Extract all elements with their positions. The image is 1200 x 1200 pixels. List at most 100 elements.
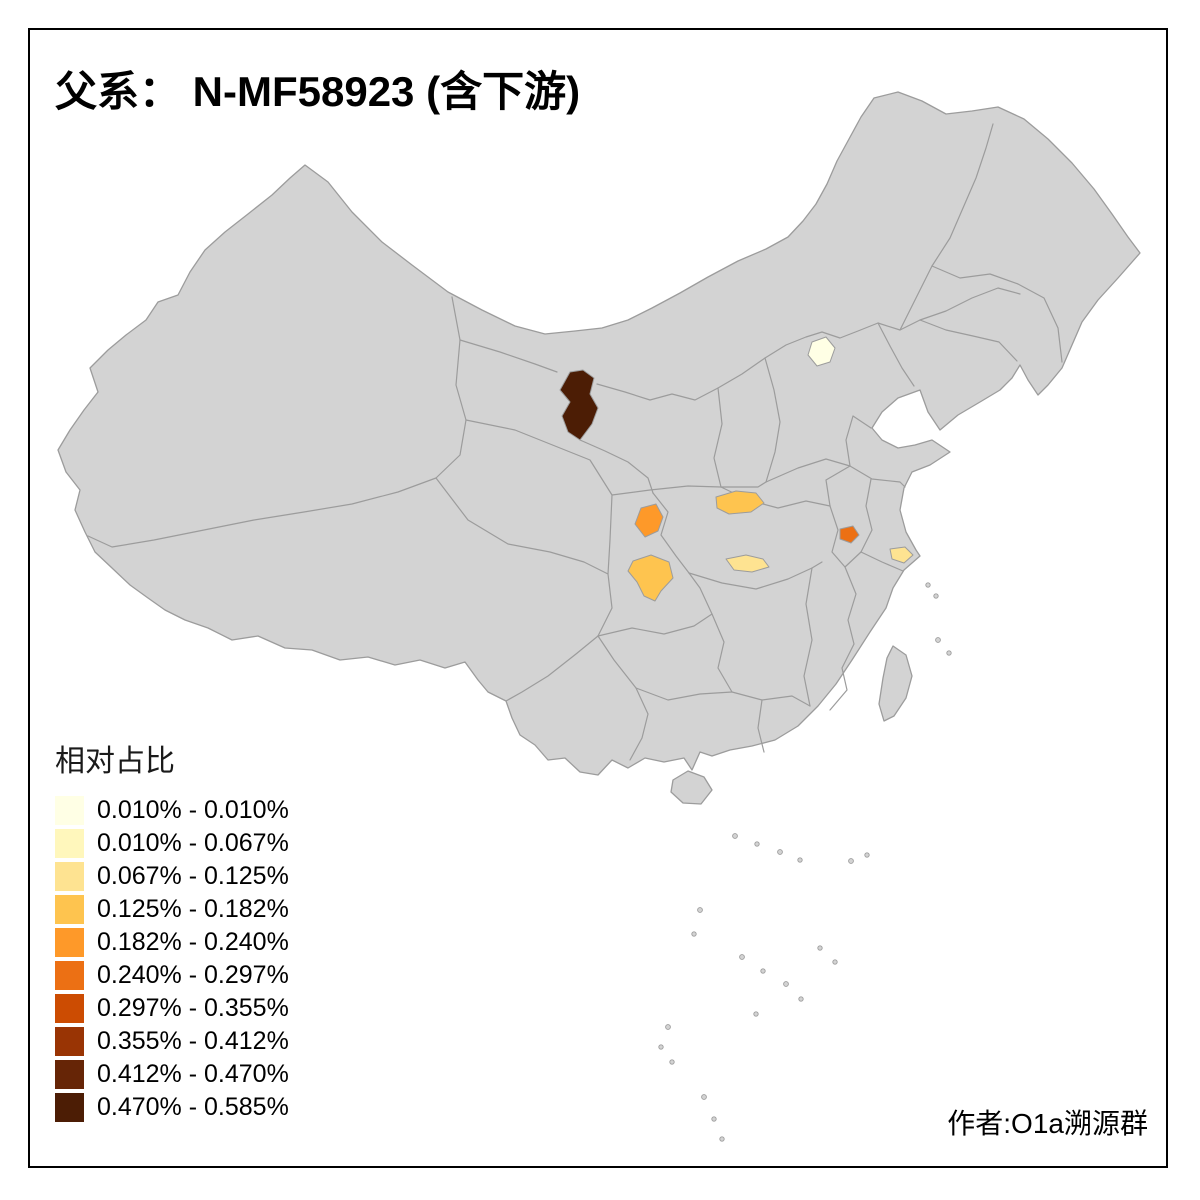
legend-swatch	[55, 1027, 84, 1056]
islet	[739, 954, 745, 960]
highlighted-regions	[559, 336, 914, 602]
province-border	[87, 296, 467, 548]
legend-item: 0.182% - 0.240%	[55, 928, 289, 957]
legend-item: 0.240% - 0.297%	[55, 961, 289, 990]
page-title: 父系： N-MF58923 (含下游)	[55, 68, 581, 115]
legend: 相对占比 0.010% - 0.010% 0.010% - 0.067% 0.0…	[55, 736, 289, 1126]
province-border	[465, 419, 613, 575]
taiwan-island	[878, 645, 913, 722]
legend-label: 0.412% - 0.470%	[97, 1060, 289, 1088]
islet	[753, 1011, 759, 1017]
china-mainland	[57, 91, 1141, 776]
legend-item: 0.412% - 0.470%	[55, 1060, 289, 1089]
legend-item: 0.297% - 0.355%	[55, 994, 289, 1023]
legend-label: 0.297% - 0.355%	[97, 994, 289, 1022]
province-border	[459, 339, 558, 373]
region-ningxia	[559, 369, 599, 441]
province-border	[849, 465, 906, 488]
legend-swatch	[55, 1093, 84, 1122]
province-border	[652, 492, 690, 574]
province-border	[757, 699, 765, 753]
islet	[711, 1116, 717, 1122]
region-central-anhui	[839, 525, 860, 544]
province-border	[845, 415, 872, 467]
province-border	[597, 572, 713, 637]
hainan-island	[670, 770, 713, 805]
legend-swatch	[55, 862, 84, 891]
islet	[665, 1024, 671, 1030]
region-west-hubei	[715, 490, 765, 515]
legend-swatch	[55, 928, 84, 957]
region-chengdu-sichuan	[634, 503, 664, 538]
region-south-hubei	[725, 554, 770, 573]
islet	[798, 996, 804, 1002]
islet	[935, 637, 941, 643]
province-border	[611, 481, 767, 496]
islet	[732, 833, 738, 839]
legend-item: 0.355% - 0.412%	[55, 1027, 289, 1056]
province-border	[629, 687, 649, 761]
province-border	[688, 561, 823, 590]
province-border	[825, 465, 851, 507]
south-china-sea-islands	[658, 582, 952, 1142]
islet	[797, 857, 803, 863]
legend-swatch	[55, 1060, 84, 1089]
legend-item: 0.125% - 0.182%	[55, 895, 289, 924]
province-border	[860, 551, 904, 572]
islet	[946, 650, 952, 656]
islet	[832, 959, 838, 965]
province-border	[596, 287, 1021, 401]
legend-item: 0.067% - 0.125%	[55, 862, 289, 891]
province-border	[435, 477, 613, 702]
islet	[925, 582, 931, 588]
legend-item: 0.470% - 0.585%	[55, 1093, 289, 1122]
region-chongqing	[627, 554, 674, 602]
province-border	[579, 439, 654, 494]
islet	[848, 858, 854, 864]
province-borders	[87, 123, 1063, 761]
region-shanghai-south-jiangsu	[889, 546, 914, 564]
legend-label: 0.010% - 0.067%	[97, 829, 289, 857]
legend-label: 0.125% - 0.182%	[97, 895, 289, 923]
islet	[697, 907, 703, 913]
province-border	[803, 567, 813, 707]
islet	[933, 593, 939, 599]
islet	[817, 945, 823, 951]
province-border	[931, 265, 1063, 363]
islet	[783, 981, 789, 987]
islet	[760, 968, 766, 974]
legend-swatch	[55, 994, 84, 1023]
legend-label: 0.470% - 0.585%	[97, 1093, 289, 1121]
province-border	[713, 387, 723, 488]
legend-swatch	[55, 961, 84, 990]
province-border	[877, 322, 915, 387]
legend-label: 0.067% - 0.125%	[97, 862, 289, 890]
legend-swatch	[55, 829, 84, 858]
islet	[669, 1059, 675, 1065]
legend-item: 0.010% - 0.010%	[55, 796, 289, 825]
legend-title: 相对占比	[55, 745, 175, 778]
province-border	[829, 505, 862, 568]
province-border	[597, 635, 733, 701]
islet	[701, 1094, 707, 1100]
islet	[719, 1136, 725, 1142]
province-border	[765, 458, 851, 483]
legend-item: 0.010% - 0.067%	[55, 829, 289, 858]
legend-swatch	[55, 796, 84, 825]
attribution: 作者:O1a溯源群	[947, 1108, 1148, 1139]
region-beijing	[807, 336, 836, 367]
province-border	[919, 319, 1018, 362]
islet	[658, 1044, 664, 1050]
legend-swatch	[55, 895, 84, 924]
islet	[691, 931, 697, 937]
islet	[777, 849, 783, 855]
province-border	[899, 123, 994, 331]
legend-items: 0.010% - 0.010% 0.010% - 0.067% 0.067% -…	[55, 796, 289, 1122]
legend-label: 0.240% - 0.297%	[97, 961, 289, 989]
province-border	[829, 566, 857, 711]
province-border	[860, 478, 873, 553]
legend-label: 0.182% - 0.240%	[97, 928, 289, 956]
legend-label: 0.355% - 0.412%	[97, 1027, 289, 1055]
